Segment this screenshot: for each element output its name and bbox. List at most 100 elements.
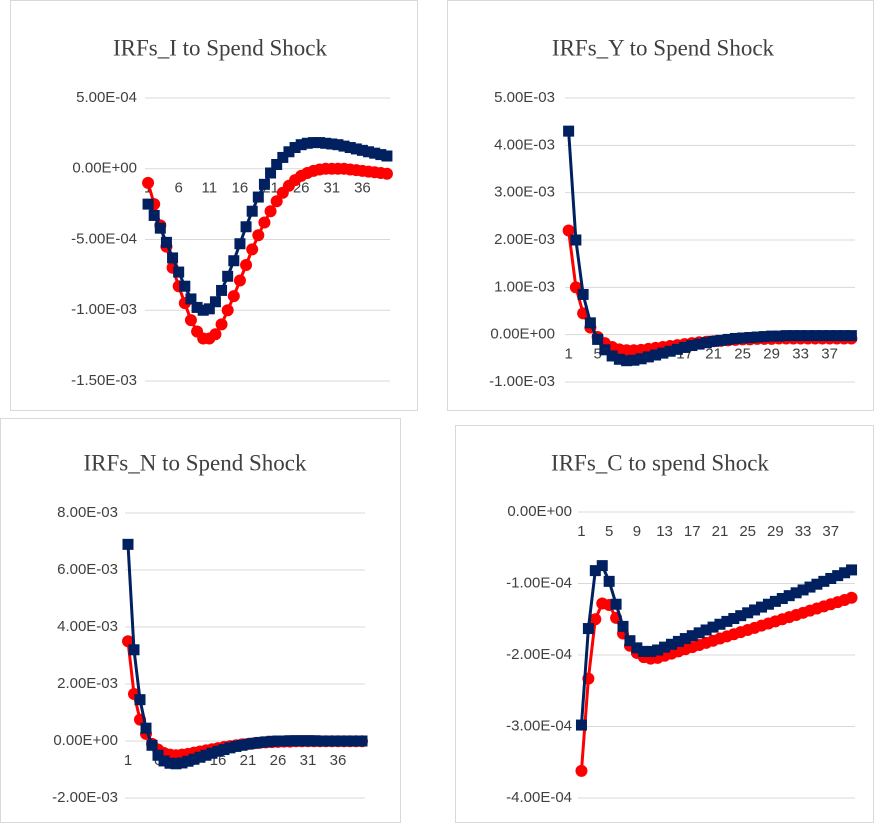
y-tick-label: -2.00E-03 <box>52 789 118 806</box>
data-point <box>749 604 761 616</box>
x-tick-label: 26 <box>270 752 287 769</box>
data-point <box>638 645 650 657</box>
data-point <box>289 142 301 154</box>
data-point <box>783 590 795 602</box>
data-point <box>642 351 654 363</box>
data-point <box>624 635 636 647</box>
data-point <box>314 137 326 149</box>
data-point <box>233 274 246 287</box>
data-point <box>737 332 749 344</box>
data-point <box>278 735 290 747</box>
data-point <box>756 601 768 613</box>
data-point <box>811 578 823 590</box>
data-point <box>215 318 228 331</box>
data-point <box>839 567 851 579</box>
y-tick-label: 8.00E-03 <box>57 504 118 521</box>
data-point <box>307 137 319 149</box>
data-point <box>248 737 260 749</box>
data-point <box>191 301 203 313</box>
chart-title: IRFs_I to Spend Shock <box>113 35 328 60</box>
data-point <box>134 694 146 706</box>
data-point <box>295 139 307 151</box>
data-point <box>320 735 332 747</box>
x-tick-label: 33 <box>792 346 809 363</box>
chart-title: IRFs_N to Spend Shock <box>84 450 307 475</box>
data-point <box>308 735 320 747</box>
data-point <box>721 615 733 627</box>
y-tick-label: 3.00E-03 <box>494 184 555 201</box>
data-point <box>338 140 350 152</box>
y-tick-label: 5.00E-03 <box>494 89 555 106</box>
data-point <box>283 146 295 158</box>
x-tick-label: 16 <box>232 180 249 197</box>
data-point <box>832 570 844 582</box>
data-point <box>570 234 582 246</box>
data-point <box>170 758 182 770</box>
data-point <box>650 349 662 361</box>
data-point <box>628 354 640 366</box>
data-point <box>363 146 375 158</box>
x-tick-label: 25 <box>734 346 751 363</box>
data-point <box>606 350 618 362</box>
data-point <box>742 607 754 619</box>
data-point <box>824 330 836 342</box>
data-point <box>773 330 785 342</box>
x-tick-label: 29 <box>763 346 780 363</box>
data-point <box>252 191 264 203</box>
data-point <box>271 159 283 171</box>
data-point <box>227 290 240 303</box>
data-point <box>369 147 381 159</box>
data-point <box>240 221 252 233</box>
data-point <box>795 330 807 342</box>
data-point <box>589 565 601 577</box>
data-point <box>164 757 176 769</box>
data-point <box>592 333 604 345</box>
data-point <box>314 735 326 747</box>
data-point <box>242 738 254 750</box>
data-point <box>589 613 602 626</box>
data-point <box>218 744 230 756</box>
data-point <box>326 735 338 747</box>
x-tick-label: 9 <box>633 523 641 540</box>
data-point <box>260 736 272 748</box>
data-point <box>846 564 858 576</box>
data-point <box>659 641 671 653</box>
data-point <box>686 630 698 642</box>
data-point <box>209 328 222 341</box>
series-line <box>126 544 362 766</box>
data-point <box>831 330 843 342</box>
data-point <box>167 252 179 264</box>
data-point <box>356 144 368 156</box>
y-tick-label: -3.00E-04 <box>506 717 572 734</box>
data-point <box>188 753 200 765</box>
data-point <box>212 745 224 757</box>
data-point <box>206 747 218 759</box>
data-point <box>326 138 338 150</box>
data-point <box>610 598 622 610</box>
data-point <box>380 167 393 180</box>
data-point <box>142 198 154 210</box>
data-point <box>621 355 633 367</box>
data-point <box>762 598 774 610</box>
x-tick-label: 1 <box>577 523 585 540</box>
data-point <box>290 735 302 747</box>
data-point <box>173 266 185 278</box>
data-point <box>270 195 283 208</box>
data-point <box>686 340 698 352</box>
data-point <box>722 333 734 345</box>
data-point <box>617 620 629 632</box>
data-point <box>825 572 837 584</box>
data-point <box>228 255 240 267</box>
x-tick-label: 21 <box>240 752 257 769</box>
data-point <box>284 735 296 747</box>
x-tick-label: 31 <box>300 752 317 769</box>
data-point <box>845 591 858 604</box>
data-point <box>320 137 332 149</box>
y-tick-label: 2.00E-03 <box>57 675 118 692</box>
data-point <box>700 624 712 636</box>
y-tick-label: 4.00E-03 <box>57 618 118 635</box>
data-point <box>635 353 647 365</box>
data-point <box>845 330 857 342</box>
data-point <box>258 216 271 229</box>
